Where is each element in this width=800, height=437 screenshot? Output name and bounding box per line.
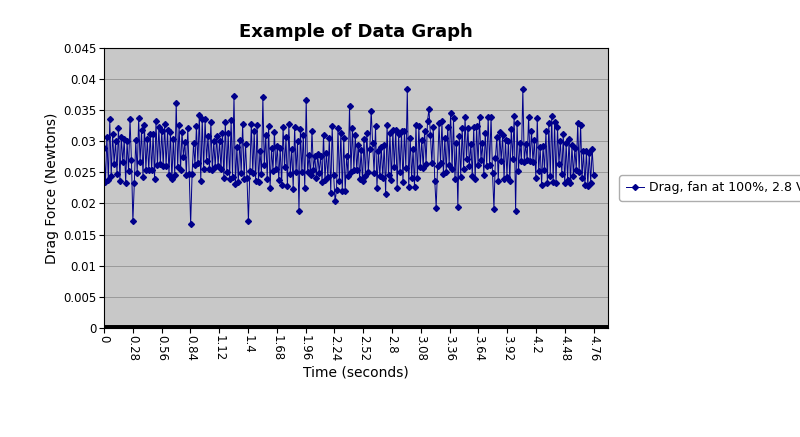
Y-axis label: Drag Force (Newtons): Drag Force (Newtons)	[45, 112, 59, 264]
Drag, fan at 100%, 2.8 V	[492, 134, 502, 139]
Line: Drag, fan at 100%, 2.8 V: Drag, fan at 100%, 2.8 V	[102, 87, 596, 226]
Drag, fan at 100%, 2.8 V	[397, 128, 406, 134]
Drag, fan at 100%, 2.8 V	[186, 222, 195, 227]
X-axis label: Time (seconds): Time (seconds)	[303, 366, 409, 380]
Legend: Drag, fan at 100%, 2.8 V: Drag, fan at 100%, 2.8 V	[619, 175, 800, 201]
Drag, fan at 100%, 2.8 V	[528, 160, 538, 165]
Drag, fan at 100%, 2.8 V	[170, 173, 179, 178]
Drag, fan at 100%, 2.8 V	[518, 87, 528, 92]
Title: Example of Data Graph: Example of Data Graph	[239, 23, 473, 41]
Drag, fan at 100%, 2.8 V	[99, 146, 109, 151]
Drag, fan at 100%, 2.8 V	[189, 140, 198, 146]
Drag, fan at 100%, 2.8 V	[589, 172, 598, 177]
Drag, fan at 100%, 2.8 V	[502, 174, 512, 179]
